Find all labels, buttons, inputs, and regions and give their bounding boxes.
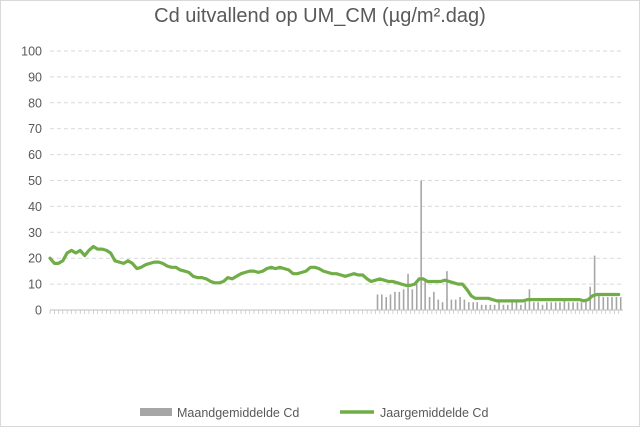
bar [520, 304, 522, 310]
y-tick-label: 70 [28, 122, 42, 136]
bar [433, 291, 435, 310]
bar [468, 302, 470, 310]
bar [533, 302, 535, 310]
bar [385, 297, 388, 310]
bar [554, 302, 557, 310]
bar [376, 294, 379, 310]
y-tick-label: 80 [28, 96, 42, 110]
y-axis-ticks: 0 10 20 30 40 50 60 70 80 90 100 [21, 45, 42, 318]
x-axis [49, 309, 623, 314]
bar [559, 302, 561, 310]
bar [541, 304, 544, 310]
bar [572, 302, 574, 310]
bar [576, 302, 579, 310]
bar [463, 299, 466, 310]
bar [489, 304, 492, 310]
chart-title: Cd uitvallend op UM_CM (µg/m².dag) [154, 5, 486, 27]
line-series [48, 244, 621, 303]
bar [498, 302, 500, 310]
legend-label-line: Jaargemiddelde Cd [380, 406, 488, 420]
bar [580, 302, 583, 310]
bar [415, 284, 418, 310]
y-tick-label: 50 [28, 174, 42, 188]
bar [537, 302, 539, 310]
bar [394, 291, 396, 310]
bar [441, 302, 444, 310]
bar [402, 289, 405, 310]
bar [563, 299, 566, 310]
bar [615, 297, 618, 310]
bar [524, 302, 527, 310]
bar [606, 297, 609, 310]
bar [511, 302, 513, 310]
y-tick-label: 10 [28, 278, 42, 292]
bar [420, 180, 422, 310]
bar [598, 294, 600, 310]
bar [454, 299, 457, 310]
bar [428, 297, 431, 310]
bar [398, 291, 401, 310]
bar [502, 304, 505, 310]
bar [437, 299, 440, 310]
bar [619, 297, 622, 310]
bar [550, 302, 553, 310]
legend: Maandgemiddelde Cd Jaargemiddelde Cd [140, 406, 488, 420]
y-tick-label: 40 [28, 200, 42, 214]
bar [515, 302, 518, 310]
bar [567, 302, 570, 310]
y-tick-label: 30 [28, 226, 42, 240]
bar-series [376, 180, 622, 310]
bar [411, 289, 414, 310]
bar [611, 297, 613, 310]
gridlines [50, 50, 623, 285]
bar [450, 299, 453, 310]
y-tick-label: 100 [21, 45, 42, 59]
y-tick-label: 20 [28, 252, 42, 266]
bar [380, 294, 383, 310]
legend-swatch-bar [140, 408, 172, 416]
bar [485, 304, 487, 310]
legend-label-bar: Maandgemiddelde Cd [177, 406, 299, 420]
bar [585, 299, 587, 310]
bar [459, 297, 461, 310]
y-tick-label: 60 [28, 148, 42, 162]
bar [546, 302, 548, 310]
bar [476, 302, 479, 310]
bar [602, 297, 605, 310]
bar [472, 302, 475, 310]
y-tick-label: 0 [35, 304, 42, 318]
bar [480, 304, 483, 310]
line-series-path [48, 244, 621, 303]
bar [407, 273, 409, 310]
bar [446, 271, 448, 310]
bar [493, 304, 496, 310]
y-tick-label: 90 [28, 70, 42, 84]
bar [593, 255, 596, 310]
bar [506, 304, 509, 310]
bar [389, 294, 392, 310]
bar [424, 278, 426, 310]
